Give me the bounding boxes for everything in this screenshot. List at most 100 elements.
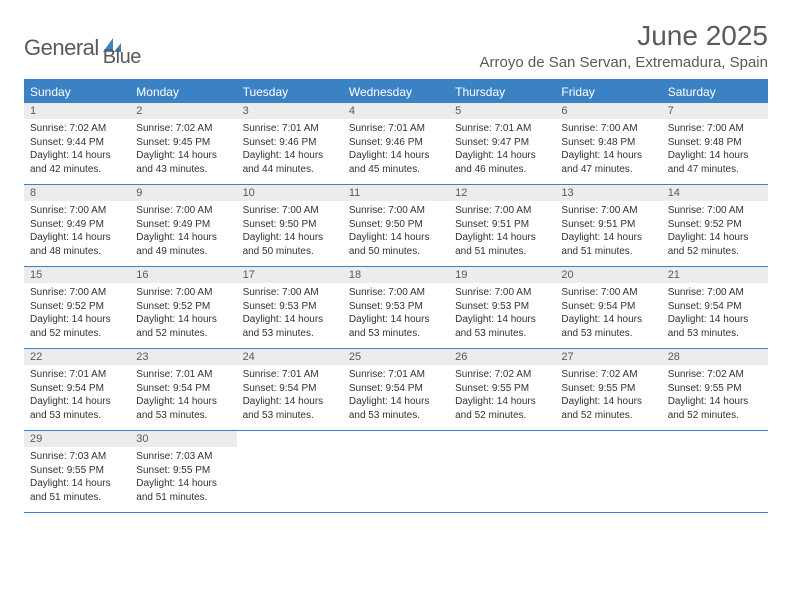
sunset-line: Sunset: 9:49 PM: [136, 218, 230, 232]
day-header-monday: Monday: [130, 80, 236, 103]
day-body: Sunrise: 7:01 AMSunset: 9:47 PMDaylight:…: [449, 119, 555, 184]
sunrise-line: Sunrise: 7:03 AM: [136, 450, 230, 464]
sunrise-line: Sunrise: 7:01 AM: [349, 122, 443, 136]
day-body: Sunrise: 7:01 AMSunset: 9:54 PMDaylight:…: [130, 365, 236, 430]
day-number: 21: [662, 267, 768, 283]
calendar-row: 22Sunrise: 7:01 AMSunset: 9:54 PMDayligh…: [24, 349, 768, 431]
daylight-line: Daylight: 14 hours and 47 minutes.: [668, 149, 762, 176]
day-cell: 9Sunrise: 7:00 AMSunset: 9:49 PMDaylight…: [130, 185, 236, 267]
sunrise-line: Sunrise: 7:00 AM: [668, 122, 762, 136]
day-number: 16: [130, 267, 236, 283]
day-cell: 25Sunrise: 7:01 AMSunset: 9:54 PMDayligh…: [343, 349, 449, 431]
day-cell: 1Sunrise: 7:02 AMSunset: 9:44 PMDaylight…: [24, 103, 130, 185]
sunset-line: Sunset: 9:49 PM: [30, 218, 124, 232]
sunset-line: Sunset: 9:55 PM: [30, 464, 124, 478]
day-cell: [343, 431, 449, 513]
day-header-thursday: Thursday: [449, 80, 555, 103]
sunset-line: Sunset: 9:55 PM: [455, 382, 549, 396]
day-number: 2: [130, 103, 236, 119]
calendar-row: 15Sunrise: 7:00 AMSunset: 9:52 PMDayligh…: [24, 267, 768, 349]
sunset-line: Sunset: 9:55 PM: [668, 382, 762, 396]
day-number: 19: [449, 267, 555, 283]
day-cell: 22Sunrise: 7:01 AMSunset: 9:54 PMDayligh…: [24, 349, 130, 431]
sunrise-line: Sunrise: 7:01 AM: [243, 122, 337, 136]
calendar-row: 29Sunrise: 7:03 AMSunset: 9:55 PMDayligh…: [24, 431, 768, 513]
sunset-line: Sunset: 9:54 PM: [243, 382, 337, 396]
daylight-line: Daylight: 14 hours and 52 minutes.: [668, 395, 762, 422]
day-body: Sunrise: 7:03 AMSunset: 9:55 PMDaylight:…: [24, 447, 130, 512]
day-body: Sunrise: 7:00 AMSunset: 9:51 PMDaylight:…: [555, 201, 661, 266]
day-body: Sunrise: 7:00 AMSunset: 9:53 PMDaylight:…: [449, 283, 555, 348]
logo-text-blue: Blue: [103, 46, 141, 69]
day-number: 8: [24, 185, 130, 201]
day-body: Sunrise: 7:01 AMSunset: 9:46 PMDaylight:…: [237, 119, 343, 184]
sunrise-line: Sunrise: 7:02 AM: [30, 122, 124, 136]
calendar-row: 8Sunrise: 7:00 AMSunset: 9:49 PMDaylight…: [24, 185, 768, 267]
day-cell: 24Sunrise: 7:01 AMSunset: 9:54 PMDayligh…: [237, 349, 343, 431]
day-cell: [555, 431, 661, 513]
day-body: Sunrise: 7:00 AMSunset: 9:49 PMDaylight:…: [24, 201, 130, 266]
day-body: Sunrise: 7:00 AMSunset: 9:52 PMDaylight:…: [24, 283, 130, 348]
daylight-line: Daylight: 14 hours and 42 minutes.: [30, 149, 124, 176]
sunset-line: Sunset: 9:54 PM: [136, 382, 230, 396]
day-body: Sunrise: 7:01 AMSunset: 9:46 PMDaylight:…: [343, 119, 449, 184]
day-number: 15: [24, 267, 130, 283]
day-cell: 29Sunrise: 7:03 AMSunset: 9:55 PMDayligh…: [24, 431, 130, 513]
day-number: 28: [662, 349, 768, 365]
sunset-line: Sunset: 9:50 PM: [349, 218, 443, 232]
daylight-line: Daylight: 14 hours and 53 minutes.: [136, 395, 230, 422]
day-cell: 5Sunrise: 7:01 AMSunset: 9:47 PMDaylight…: [449, 103, 555, 185]
month-title: June 2025: [480, 20, 769, 52]
calendar-body: 1Sunrise: 7:02 AMSunset: 9:44 PMDaylight…: [24, 103, 768, 513]
sunrise-line: Sunrise: 7:02 AM: [561, 368, 655, 382]
sunset-line: Sunset: 9:44 PM: [30, 136, 124, 150]
daylight-line: Daylight: 14 hours and 51 minutes.: [455, 231, 549, 258]
day-body: Sunrise: 7:00 AMSunset: 9:52 PMDaylight:…: [130, 283, 236, 348]
day-body: Sunrise: 7:00 AMSunset: 9:48 PMDaylight:…: [555, 119, 661, 184]
day-number: 20: [555, 267, 661, 283]
day-cell: 18Sunrise: 7:00 AMSunset: 9:53 PMDayligh…: [343, 267, 449, 349]
day-header-saturday: Saturday: [662, 80, 768, 103]
sunrise-line: Sunrise: 7:00 AM: [349, 286, 443, 300]
sunset-line: Sunset: 9:47 PM: [455, 136, 549, 150]
day-cell: [237, 431, 343, 513]
day-header-friday: Friday: [555, 80, 661, 103]
daylight-line: Daylight: 14 hours and 53 minutes.: [561, 313, 655, 340]
sunrise-line: Sunrise: 7:00 AM: [30, 286, 124, 300]
daylight-line: Daylight: 14 hours and 53 minutes.: [30, 395, 124, 422]
sunrise-line: Sunrise: 7:00 AM: [561, 286, 655, 300]
daylight-line: Daylight: 14 hours and 53 minutes.: [243, 395, 337, 422]
daylight-line: Daylight: 14 hours and 53 minutes.: [349, 395, 443, 422]
sunrise-line: Sunrise: 7:02 AM: [455, 368, 549, 382]
day-cell: 2Sunrise: 7:02 AMSunset: 9:45 PMDaylight…: [130, 103, 236, 185]
day-cell: 19Sunrise: 7:00 AMSunset: 9:53 PMDayligh…: [449, 267, 555, 349]
sunset-line: Sunset: 9:52 PM: [668, 218, 762, 232]
day-cell: [449, 431, 555, 513]
sunrise-line: Sunrise: 7:01 AM: [455, 122, 549, 136]
day-number: 29: [24, 431, 130, 447]
day-header-wednesday: Wednesday: [343, 80, 449, 103]
sunset-line: Sunset: 9:52 PM: [30, 300, 124, 314]
day-body: Sunrise: 7:00 AMSunset: 9:48 PMDaylight:…: [662, 119, 768, 184]
day-body: Sunrise: 7:00 AMSunset: 9:49 PMDaylight:…: [130, 201, 236, 266]
sunset-line: Sunset: 9:54 PM: [30, 382, 124, 396]
day-body: Sunrise: 7:01 AMSunset: 9:54 PMDaylight:…: [343, 365, 449, 430]
day-number: 25: [343, 349, 449, 365]
day-number: 22: [24, 349, 130, 365]
daylight-line: Daylight: 14 hours and 52 minutes.: [561, 395, 655, 422]
day-cell: 20Sunrise: 7:00 AMSunset: 9:54 PMDayligh…: [555, 267, 661, 349]
daylight-line: Daylight: 14 hours and 50 minutes.: [349, 231, 443, 258]
title-block: June 2025 Arroyo de San Servan, Extremad…: [480, 20, 769, 71]
day-number: 12: [449, 185, 555, 201]
day-body: Sunrise: 7:03 AMSunset: 9:55 PMDaylight:…: [130, 447, 236, 512]
sunset-line: Sunset: 9:46 PM: [349, 136, 443, 150]
day-number: 3: [237, 103, 343, 119]
sunrise-line: Sunrise: 7:00 AM: [136, 286, 230, 300]
day-cell: 15Sunrise: 7:00 AMSunset: 9:52 PMDayligh…: [24, 267, 130, 349]
day-cell: 6Sunrise: 7:00 AMSunset: 9:48 PMDaylight…: [555, 103, 661, 185]
logo: General Blue: [24, 26, 141, 69]
day-cell: 13Sunrise: 7:00 AMSunset: 9:51 PMDayligh…: [555, 185, 661, 267]
sunrise-line: Sunrise: 7:00 AM: [668, 286, 762, 300]
sunset-line: Sunset: 9:55 PM: [561, 382, 655, 396]
calendar-page: General Blue June 2025 Arroyo de San Ser…: [0, 0, 792, 533]
